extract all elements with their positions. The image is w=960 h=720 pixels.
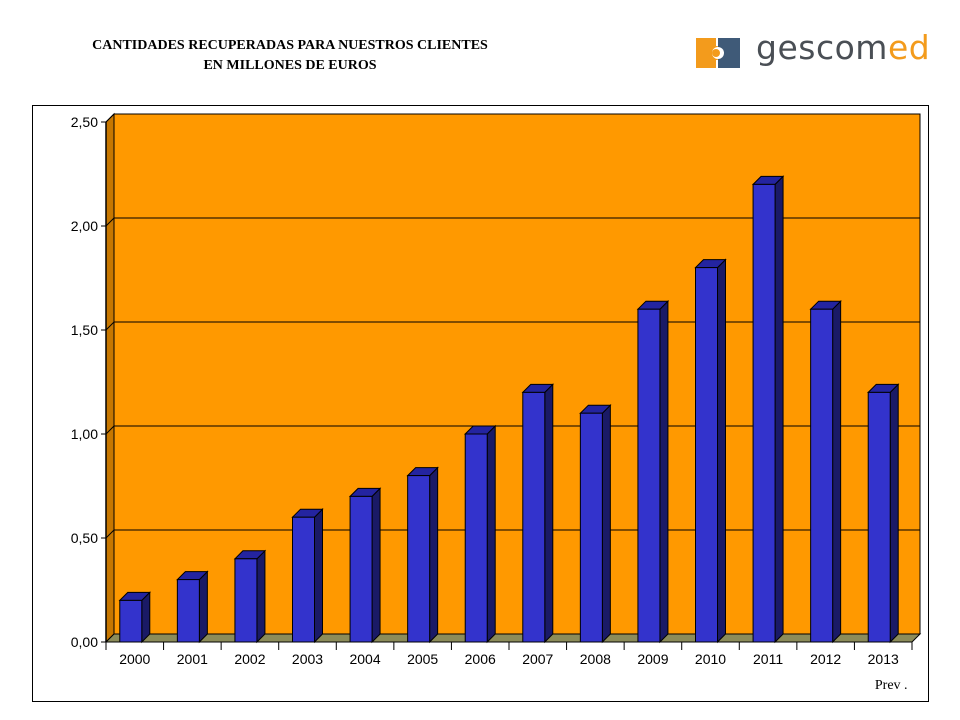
bar-side (371, 487, 381, 644)
bar (464, 433, 488, 643)
bar-side (198, 570, 208, 644)
bar-side (486, 424, 496, 644)
bar-side (659, 299, 669, 644)
bar-side (774, 175, 784, 644)
title-line-2: EN MILLONES DE EUROS (203, 58, 377, 73)
title-line-1: CANTIDADES RECUPERADAS PARA NUESTROS CLI… (92, 38, 488, 53)
bar-side (429, 466, 439, 644)
prev-annotation: Prev . (875, 678, 908, 693)
bar (176, 579, 200, 643)
bar (752, 183, 776, 643)
x-tick-label: 2006 (465, 651, 496, 667)
x-tick-label: 2009 (637, 651, 668, 667)
y-tick-label: 1,00 (71, 426, 98, 442)
logo-text-a: gescom (756, 28, 888, 67)
bar-side (889, 383, 899, 644)
x-tick-label: 2013 (868, 651, 899, 667)
plot-side-wall (105, 112, 115, 644)
x-tick-label: 2008 (580, 651, 611, 667)
plot-back-wall (113, 113, 921, 635)
gridline-side (105, 217, 115, 227)
bar-side (314, 507, 323, 644)
y-tick-label: 0,50 (71, 530, 98, 546)
x-tick-label: 2004 (349, 651, 380, 667)
y-tick-label: 1,50 (71, 322, 98, 338)
x-tick-label: 2012 (810, 651, 841, 667)
x-tick-label: 2007 (522, 651, 553, 667)
bar (637, 308, 661, 643)
gridline-side (105, 113, 115, 123)
bar (407, 475, 431, 643)
bar (867, 391, 891, 643)
bar (292, 516, 315, 643)
x-tick-label: 2005 (407, 651, 438, 667)
gridline-side (105, 425, 115, 435)
x-tick-label: 2011 (753, 651, 783, 667)
logo-text-b: ed (887, 28, 931, 67)
bar (810, 308, 834, 643)
chart-title: CANTIDADES RECUPERADAS PARA NUESTROS CLI… (40, 36, 540, 76)
bar (119, 599, 143, 643)
bar-side (717, 258, 726, 644)
y-tick-label: 2,50 (71, 114, 98, 130)
gridline-side (105, 321, 115, 331)
bar-side (832, 299, 842, 644)
bar (695, 267, 718, 643)
x-tick-label: 2000 (119, 651, 150, 667)
bar (234, 558, 258, 643)
bar-side (256, 549, 266, 644)
bar-side (601, 403, 611, 644)
bar (579, 412, 603, 643)
y-tick-label: 0,00 (71, 634, 98, 650)
bar-side (544, 383, 554, 644)
x-tick-label: 2001 (177, 651, 208, 667)
gescomed-logo: gescomed (694, 28, 930, 74)
logo-wordmark: gescomed (756, 28, 930, 67)
x-tick-label: 2003 (292, 651, 323, 667)
bar (522, 391, 546, 643)
x-tick-label: 2010 (695, 651, 726, 667)
y-tick-label: 2,00 (71, 218, 98, 234)
gridline-side (105, 529, 115, 539)
puzzle-piece-icon (696, 38, 740, 68)
plot-floor (104, 633, 922, 643)
x-tick-label: 2002 (234, 651, 265, 667)
bar (349, 495, 373, 643)
